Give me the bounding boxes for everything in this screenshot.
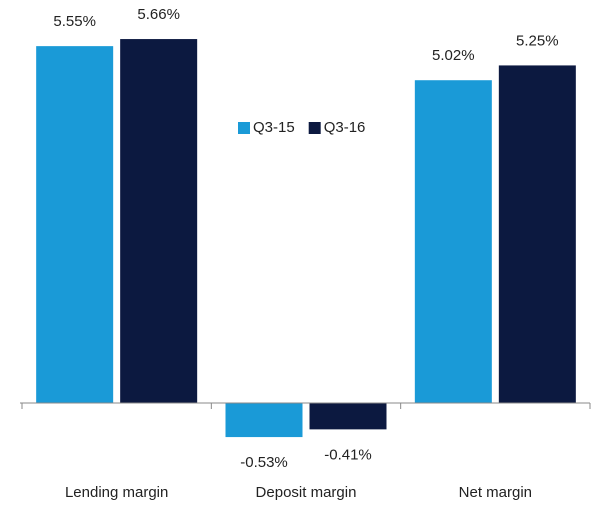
legend-label: Q3-16 <box>324 119 366 136</box>
x-tick-label: Lending margin <box>65 484 168 501</box>
data-label: 5.25% <box>516 32 559 49</box>
data-label: 5.55% <box>53 13 96 30</box>
data-label: 5.66% <box>137 6 180 23</box>
legend-swatch <box>238 122 250 134</box>
x-tick-label: Net margin <box>459 484 532 501</box>
bar <box>498 65 576 404</box>
data-label: -0.41% <box>324 446 372 463</box>
legend-label: Q3-15 <box>253 119 295 136</box>
x-tick-label: Deposit margin <box>256 484 357 501</box>
bar <box>225 403 303 438</box>
bar <box>36 46 114 403</box>
legend-swatch <box>308 122 321 134</box>
bar <box>414 80 492 404</box>
bar <box>309 403 387 430</box>
bar <box>120 39 198 403</box>
data-label: -0.53% <box>240 454 288 471</box>
data-label: 5.02% <box>432 47 475 64</box>
